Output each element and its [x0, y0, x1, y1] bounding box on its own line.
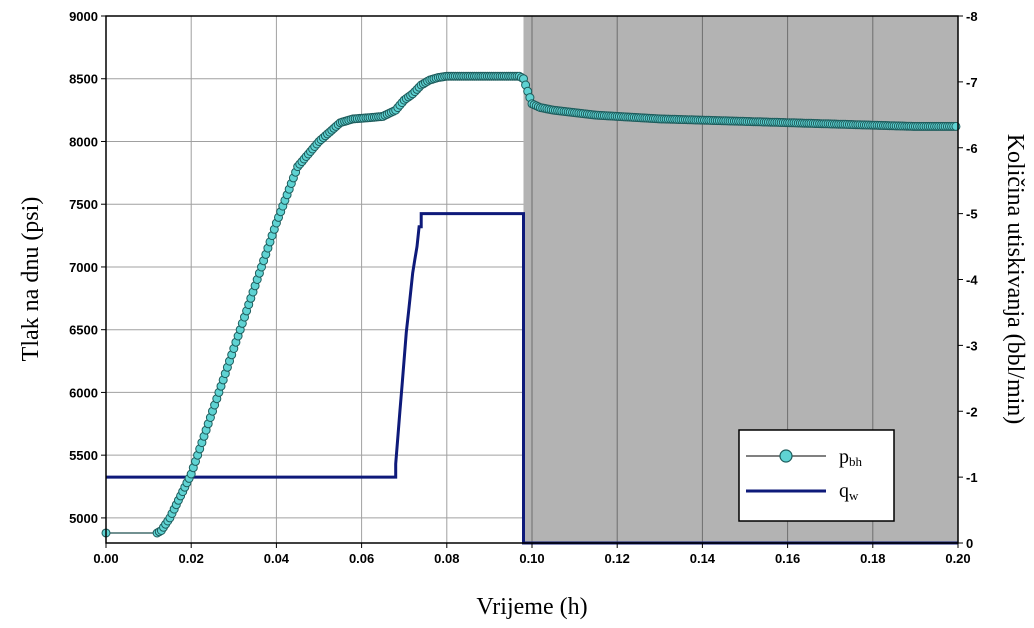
legend-label-qw: qw [839, 480, 859, 503]
y-left-tick-label: 6500 [69, 323, 98, 338]
x-tick-label: 0.18 [860, 551, 885, 566]
legend-label-pbh-sub: bh [849, 454, 863, 469]
y-right-tick-label: -7 [966, 75, 978, 90]
legend-box [738, 429, 895, 522]
y-right-tick-label: -6 [966, 141, 978, 156]
y-left-tick-label: 6000 [69, 385, 98, 400]
y-right-tick-label: 0 [966, 536, 973, 551]
y-axis-right-title: Količina utiskivanja (bbl/min) [1002, 134, 1028, 425]
x-tick-label: 0.08 [434, 551, 459, 566]
y-right-tick-label: -1 [966, 470, 978, 485]
x-axis-title: Vrijeme (h) [476, 594, 587, 620]
y-left-tick-label: 5500 [69, 448, 98, 463]
y-right-tick-label: -5 [966, 207, 978, 222]
y-right-tick-label: -3 [966, 338, 978, 353]
y-left-tick-label: 5000 [69, 511, 98, 526]
x-tick-label: 0.06 [349, 551, 374, 566]
y-left-tick-label: 9000 [69, 9, 98, 24]
x-tick-label: 0.16 [775, 551, 800, 566]
legend-label-qw-sub: w [849, 488, 859, 503]
legend: pbh qw [738, 429, 895, 522]
x-tick-label: 0.20 [945, 551, 970, 566]
x-tick-label: 0.04 [264, 551, 290, 566]
legend-marker-pbh [779, 449, 793, 463]
y-left-tick-label: 7500 [69, 197, 98, 212]
y-left-tick-label: 7000 [69, 260, 98, 275]
legend-label-qw-main: q [839, 480, 849, 502]
x-tick-label: 0.02 [179, 551, 204, 566]
y-axis-left-title: Tlak na dnu (psi) [18, 197, 44, 362]
x-tick-label: 0.10 [519, 551, 544, 566]
series-qw-line [106, 212, 958, 545]
y-right-tick-label: -2 [966, 404, 978, 419]
x-tick-label: 0.00 [93, 551, 118, 566]
legend-label-pbh-main: p [839, 446, 849, 468]
legend-label-pbh: pbh [839, 446, 863, 469]
x-tick-label: 0.12 [605, 551, 630, 566]
x-tick-label: 0.14 [690, 551, 716, 566]
y-left-tick-label: 8500 [69, 72, 98, 87]
y-left-tick-label: 8000 [69, 134, 98, 149]
y-right-tick-label: -4 [966, 273, 978, 288]
y-right-tick-label: -8 [966, 9, 978, 24]
